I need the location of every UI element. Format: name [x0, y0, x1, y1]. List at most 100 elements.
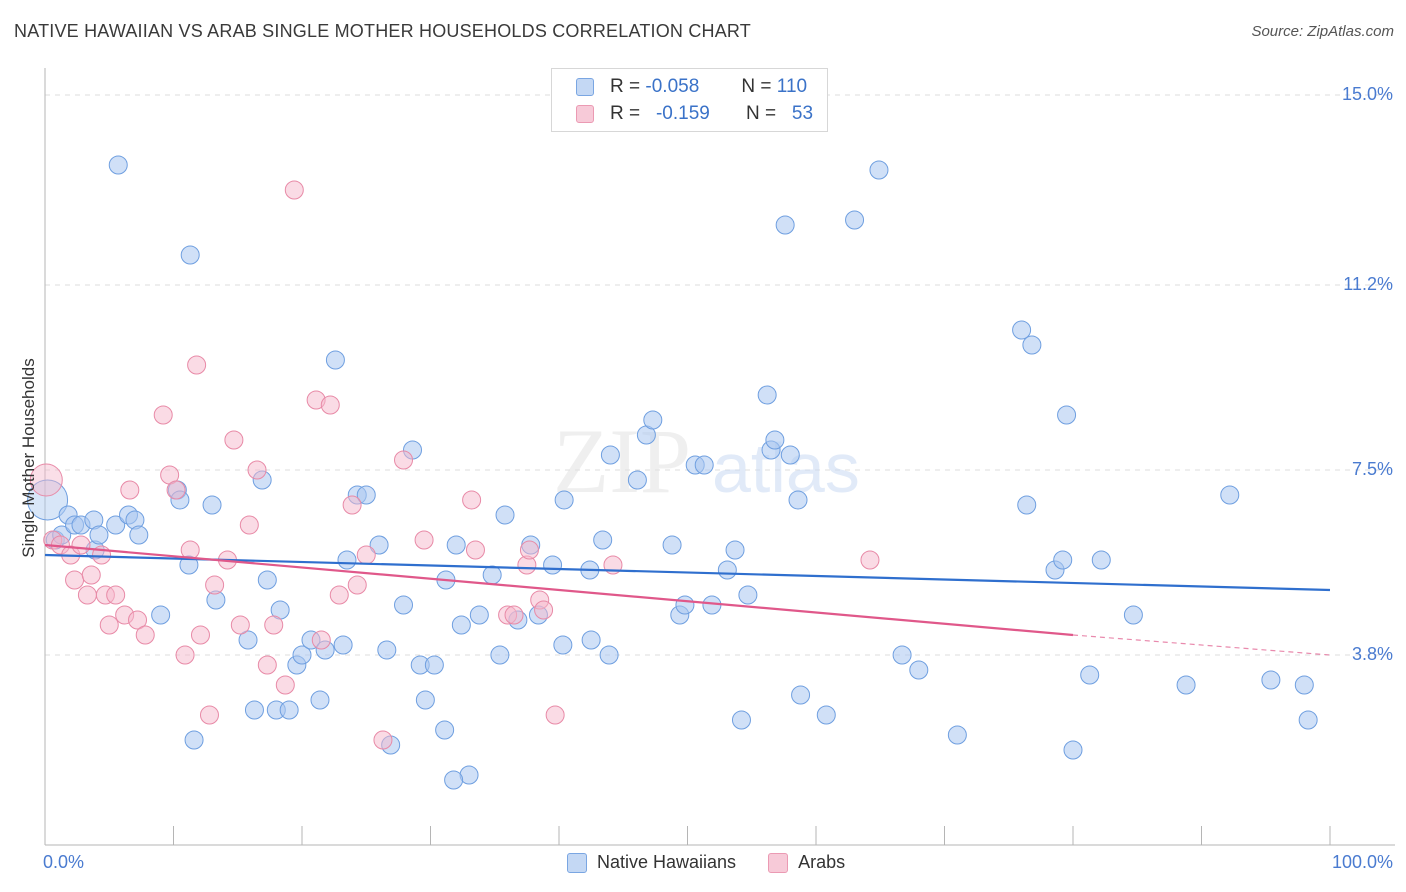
legend-swatch-blue [567, 852, 587, 873]
n-label: N = [745, 103, 777, 124]
legend-item-native-hawaiians[interactable]: Native Hawaiians [567, 852, 736, 873]
r-label: R = [610, 103, 641, 124]
data-point-native-hawaiians [202, 495, 222, 515]
data-point-native-hawaiians [816, 705, 836, 725]
series-legend: Native Hawaiians Arabs [567, 852, 877, 873]
data-point-native-hawaiians [694, 455, 714, 475]
data-point-arabs [239, 515, 259, 535]
data-point-native-hawaiians [775, 215, 795, 235]
x-tick-label-min: 0.0% [43, 852, 85, 872]
data-point-native-hawaiians [554, 490, 574, 510]
data-point-native-hawaiians [482, 565, 502, 585]
data-point-native-hawaiians [369, 535, 389, 555]
r-value: -0.159 [655, 103, 710, 124]
data-point-native-hawaiians [129, 525, 149, 545]
data-point-arabs [153, 405, 173, 425]
data-point-native-hawaiians [106, 515, 126, 535]
data-point-native-hawaiians [1123, 605, 1143, 625]
data-point-arabs [275, 675, 295, 695]
data-point-native-hawaiians [1022, 335, 1042, 355]
data-point-arabs [257, 655, 277, 675]
data-point-native-hawaiians [599, 645, 619, 665]
data-point-native-hawaiians [1012, 320, 1032, 340]
data-point-native-hawaiians [89, 525, 109, 545]
data-point-arabs [534, 600, 554, 620]
data-point-native-hawaiians [909, 660, 929, 680]
data-point-native-hawaiians [108, 155, 128, 175]
data-point-native-hawaiians [780, 445, 800, 465]
data-point-arabs [247, 460, 267, 480]
data-point-native-hawaiians [435, 720, 455, 740]
data-point-native-hawaiians [310, 690, 330, 710]
data-point-arabs [264, 615, 284, 635]
data-point-native-hawaiians [279, 700, 299, 720]
data-point-native-hawaiians [333, 635, 353, 655]
trend-lines [44, 543, 1331, 656]
y-tick-label: 11.2% [1343, 274, 1393, 294]
grid-lines [45, 94, 1395, 656]
data-point-native-hawaiians [1063, 740, 1083, 760]
data-point-native-hawaiians [725, 540, 745, 560]
data-point-native-hawaiians [292, 645, 312, 665]
data-point-native-hawaiians [469, 605, 489, 625]
data-point-arabs [311, 630, 331, 650]
legend-label: Native Hawaiians [597, 852, 737, 872]
data-point-arabs [519, 540, 539, 560]
data-point-arabs [81, 565, 101, 585]
series-arabs [29, 180, 880, 750]
data-point-arabs [106, 585, 126, 605]
watermark-atlas: atlas [712, 429, 860, 507]
data-point-native-hawaiians [717, 560, 737, 580]
data-point-native-hawaiians [643, 410, 663, 430]
data-point-arabs [187, 355, 207, 375]
data-point-arabs [205, 575, 225, 595]
data-point-native-hawaiians [180, 245, 200, 265]
data-point-arabs [135, 625, 155, 645]
data-point-arabs [175, 645, 195, 665]
data-point-native-hawaiians [1261, 670, 1281, 690]
data-point-native-hawaiians [356, 485, 376, 505]
data-point-native-hawaiians [325, 350, 345, 370]
chart-title: NATIVE HAWAIIAN VS ARAB SINGLE MOTHER HO… [14, 21, 751, 41]
watermark: ZIP atlas [553, 410, 860, 512]
trend-line-arabs-extension [1072, 634, 1331, 656]
r-value: -0.058 [645, 76, 700, 97]
data-point-arabs [545, 705, 565, 725]
data-point-arabs [342, 495, 362, 515]
legend-row-native-hawaiians: R = -0.058 N = 110 [576, 75, 807, 99]
y-tick-label: 3.8% [1351, 644, 1393, 664]
data-point-native-hawaiians [892, 645, 912, 665]
data-point-native-hawaiians [581, 630, 601, 650]
data-point-arabs [120, 480, 140, 500]
data-point-native-hawaiians [1057, 405, 1077, 425]
data-point-native-hawaiians [495, 505, 515, 525]
data-point-native-hawaiians [600, 445, 620, 465]
x-tick-label-max: 100.0% [1331, 852, 1393, 872]
trend-line-native-hawaiians [44, 553, 1331, 592]
data-point-arabs [394, 450, 414, 470]
data-point-arabs [329, 585, 349, 605]
data-point-native-hawaiians [947, 725, 967, 745]
data-point-native-hawaiians [662, 535, 682, 555]
data-point-native-hawaiians [377, 640, 397, 660]
data-point-native-hawaiians [238, 630, 258, 650]
legend-label: Arabs [798, 852, 846, 872]
legend-item-arabs[interactable]: Arabs [768, 852, 845, 873]
n-value: 53 [791, 103, 814, 124]
data-point-arabs [190, 625, 210, 645]
legend-swatch-blue [576, 78, 594, 96]
data-point-native-hawaiians [244, 700, 264, 720]
axes [44, 68, 1395, 846]
data-point-arabs [356, 545, 376, 565]
data-point-native-hawaiians [675, 595, 695, 615]
data-point-native-hawaiians [845, 210, 865, 230]
legend-swatch-pink [576, 105, 594, 123]
data-point-native-hawaiians [1176, 675, 1196, 695]
n-label: N = [741, 76, 772, 97]
source-label: Source: ZipAtlas.com [1251, 23, 1394, 40]
data-point-arabs [320, 395, 340, 415]
data-point-native-hawaiians [869, 160, 889, 180]
y-tick-label: 15.0% [1341, 84, 1393, 104]
data-point-native-hawaiians [394, 595, 414, 615]
